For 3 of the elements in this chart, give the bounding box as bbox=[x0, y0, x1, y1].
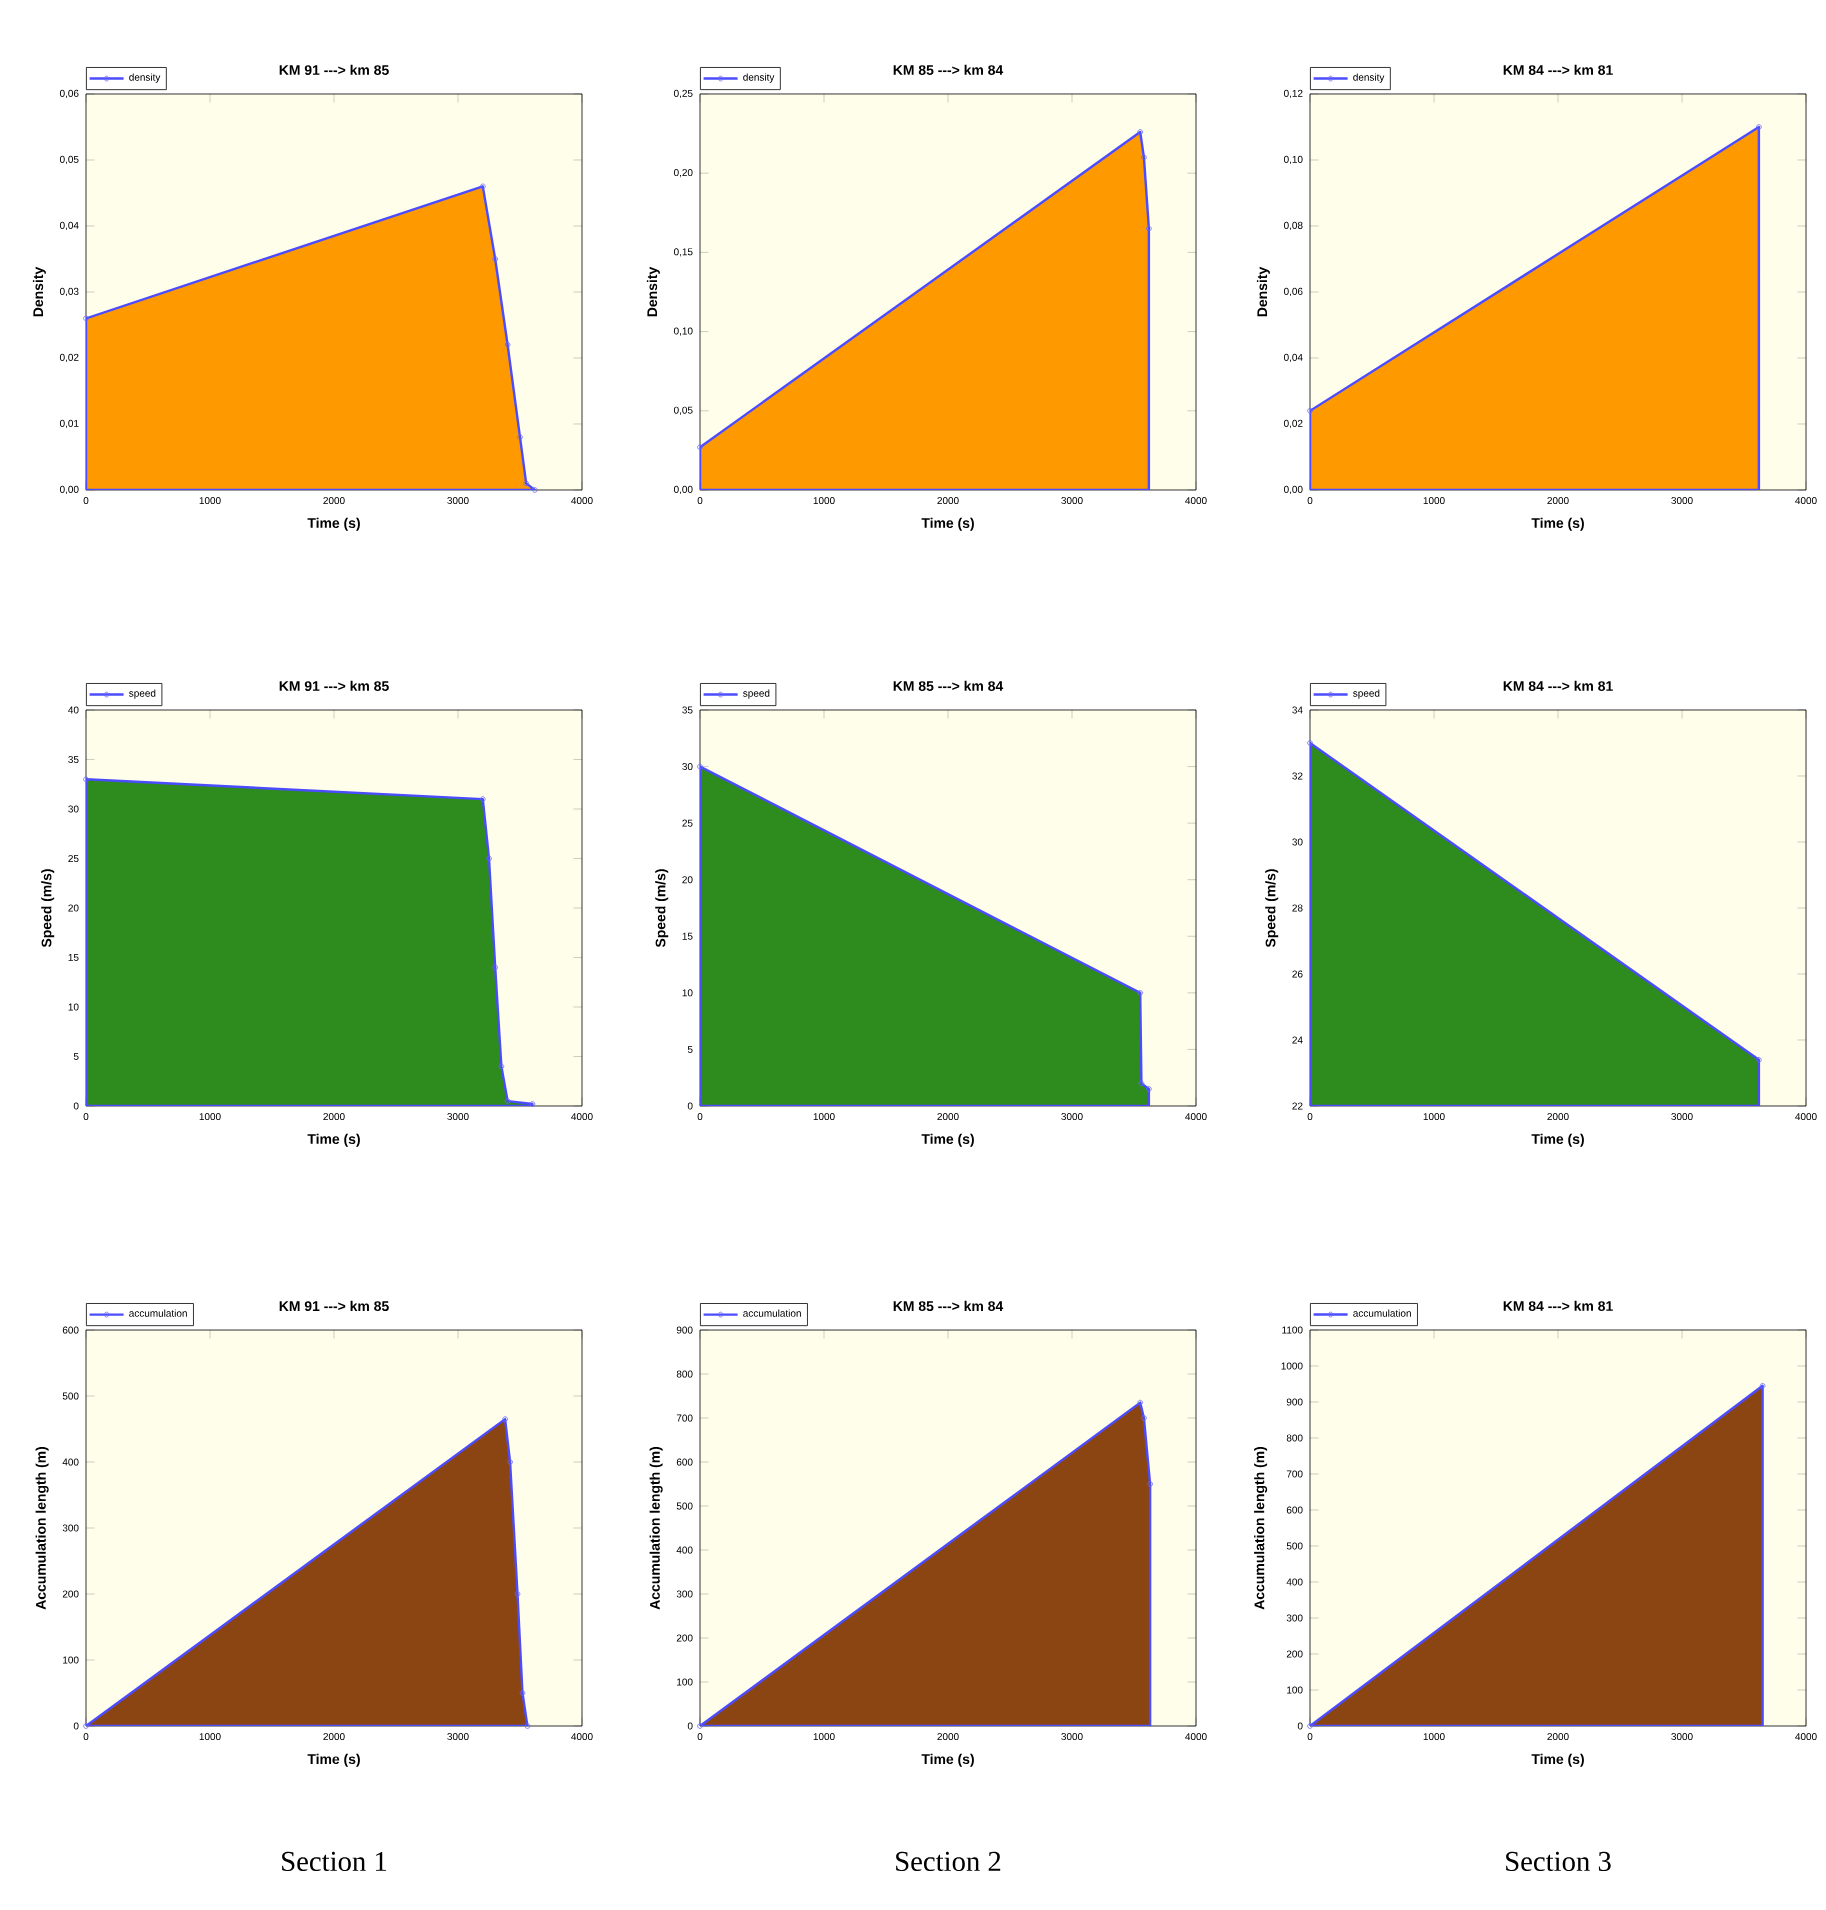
text: Section 1 bbox=[282, 1851, 387, 1872]
text: Section 3 bbox=[1506, 1851, 1611, 1872]
text: Section 2 bbox=[896, 1851, 1001, 1872]
